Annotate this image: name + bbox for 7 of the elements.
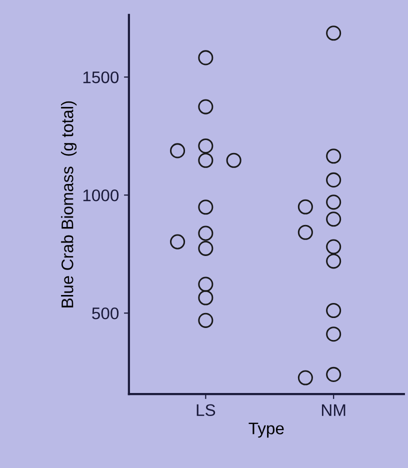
x-tick-label: NM — [322, 404, 346, 416]
x-axis-title: Type — [248, 422, 284, 438]
y-axis-title: Blue Crab Biomass (g total) — [61, 101, 77, 308]
y-tick-label: 500 — [92, 307, 119, 320]
x-tick-label: LS — [196, 404, 216, 416]
y-tick-label: 1000 — [83, 189, 119, 202]
y-tick-label: 1500 — [83, 71, 119, 84]
